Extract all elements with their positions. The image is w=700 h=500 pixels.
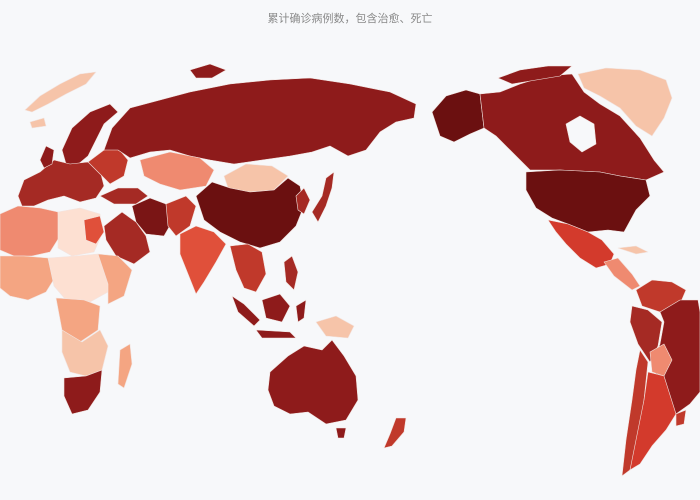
australia (267, 339, 359, 425)
chile (621, 349, 649, 477)
greenland-west (24, 71, 97, 113)
afghanistan-pakistan (165, 195, 197, 237)
madagascar (117, 343, 133, 389)
east-africa (97, 253, 133, 305)
turkey (99, 187, 149, 205)
hudson-bay (565, 115, 597, 153)
sumatra (231, 295, 261, 327)
countries (0, 63, 700, 477)
canada-islands (497, 65, 573, 85)
philippines (283, 255, 299, 291)
russia (103, 77, 417, 165)
west-africa (0, 255, 57, 301)
svalbard (29, 117, 47, 129)
indochina (229, 243, 267, 293)
south-africa (63, 369, 103, 415)
java (255, 329, 297, 339)
cuba (617, 245, 649, 255)
saudi-arabia (103, 211, 151, 265)
sulawesi (295, 299, 307, 323)
egypt (83, 215, 105, 245)
bolivia (649, 343, 673, 377)
tasmania (335, 427, 347, 439)
uruguay (675, 409, 687, 427)
borneo (261, 293, 291, 323)
russia-islands (189, 63, 227, 79)
map-title: 累计确诊病例数，包含治愈、死亡 (268, 11, 433, 25)
korea (295, 187, 311, 215)
usa (525, 169, 651, 233)
new-guinea (315, 315, 355, 339)
india (179, 225, 227, 295)
new-zealand (383, 417, 407, 449)
argentina (629, 371, 677, 471)
kazakhstan (139, 151, 215, 191)
central-america (603, 257, 641, 291)
greenland (577, 67, 673, 137)
japan (311, 171, 335, 223)
north-africa-west (0, 205, 61, 257)
uk (39, 145, 55, 169)
